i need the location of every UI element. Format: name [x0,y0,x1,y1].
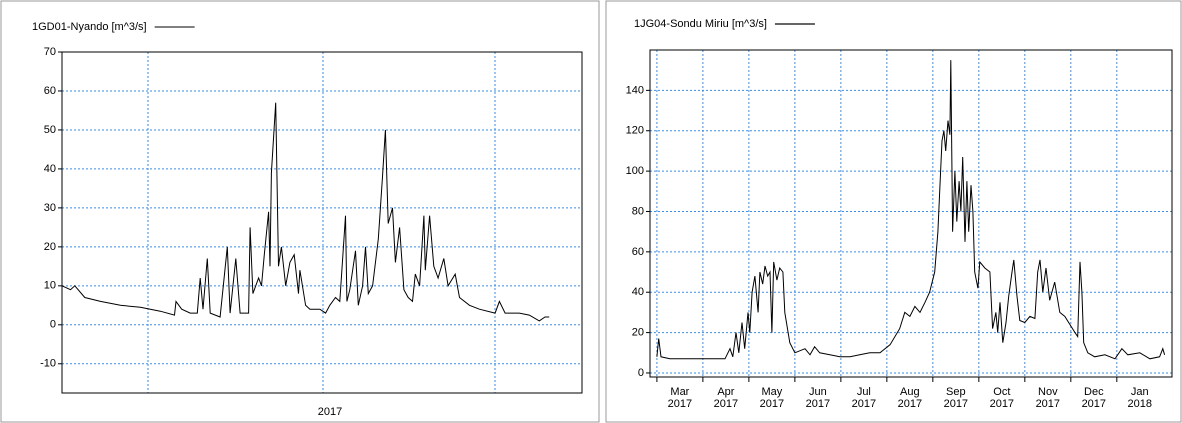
y-tick-label: 60 [632,246,644,258]
y-tick-label: 30 [44,202,56,214]
y-tick-label: 60 [44,85,56,97]
x-tick-label: Dec 2017 [1081,386,1107,410]
y-tick-label: 50 [44,124,56,136]
y-tick-label: 70 [44,46,56,58]
x-tick-label: May 2017 [759,386,785,410]
x-tick-label: Jan 2018 [1127,386,1153,410]
y-tick-label: 40 [632,286,644,298]
panel [0,0,600,423]
y-tick-label: 0 [50,319,56,331]
line [656,60,1166,360]
line [61,102,550,322]
y-tick-label: 40 [44,163,56,175]
y-tick-label: -10 [40,358,56,370]
y-tick-label: 0 [638,367,644,379]
x-tick-label: Mar 2017 [667,386,693,410]
legend-label: 1JG04-Sondu Miriu [m^3/s] [634,18,767,30]
y-tick-label: 20 [44,241,56,253]
panel [605,0,1182,423]
x-axis-label: 2017 [318,406,342,418]
x-tick-label: Jun 2017 [805,386,831,410]
plot-frame [649,49,1173,378]
plot-frame [61,51,583,394]
y-tick-label: 120 [626,125,644,137]
y-tick-label: 100 [626,165,644,177]
y-tick-label: 10 [44,280,56,292]
x-tick-label: Apr 2017 [713,386,739,410]
x-tick-label: Aug 2017 [897,386,923,410]
x-tick-label: Sep 2017 [943,386,969,410]
y-tick-label: 140 [626,84,644,96]
y-tick-label: 20 [632,326,644,338]
y-tick-label: 80 [632,205,644,217]
x-tick-label: Jul 2017 [851,386,877,410]
x-tick-label: Oct 2017 [989,386,1015,410]
legend-label: 1GD01-Nyando [m^3/s] [32,21,147,33]
x-tick-label: Nov 2017 [1035,386,1061,410]
